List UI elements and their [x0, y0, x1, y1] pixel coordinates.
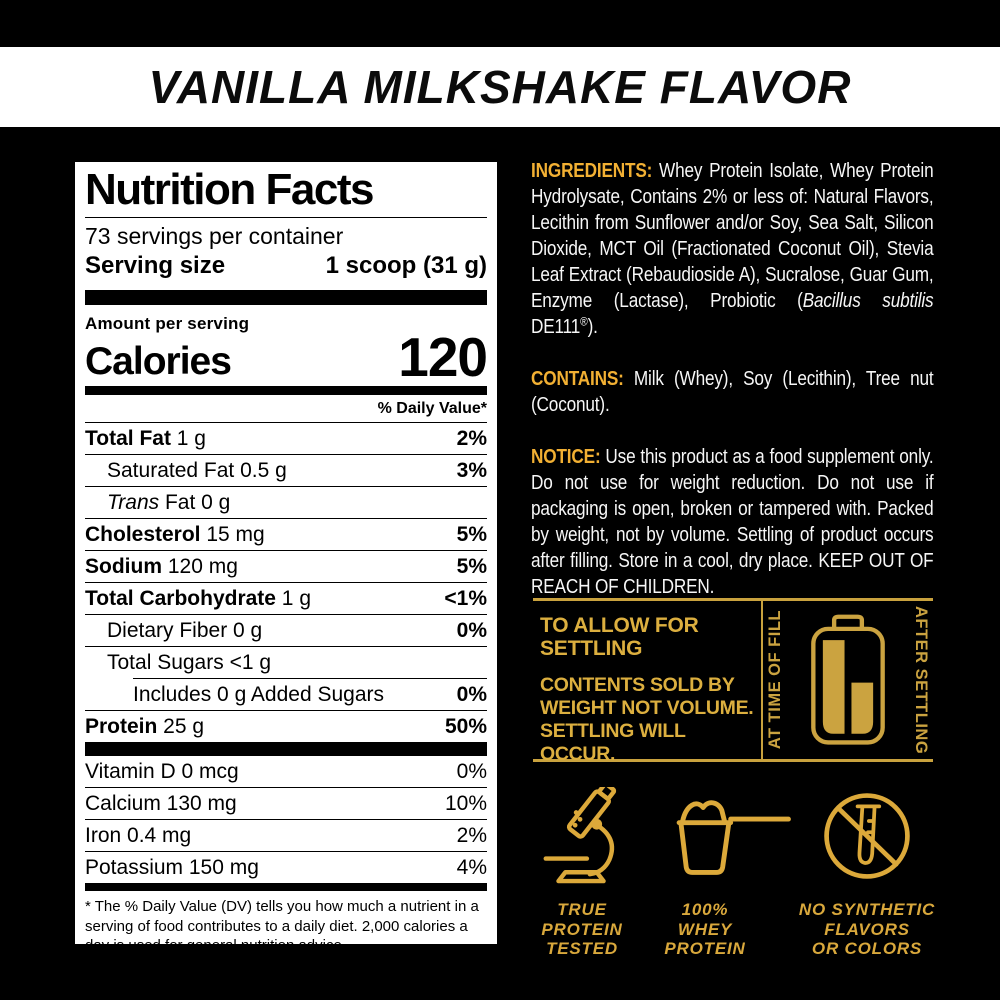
nutrient-row: Includes 0 g Added Sugars 0%: [133, 682, 487, 706]
ingredients-text-tail: DE111: [531, 316, 581, 338]
jar-left-fill-full: [822, 640, 845, 734]
divider: [85, 422, 487, 424]
badge-no-synthetic: NO SYNTHETIC FLAVORS OR COLORS: [788, 786, 946, 959]
nutrition-facts-title: Nutrition Facts: [85, 165, 374, 214]
micronutrient-row: Potassium 150 mg 4%: [85, 855, 487, 879]
badge-true-protein-tested: TRUE PROTEIN TESTED: [521, 786, 643, 959]
nutrient-row: Dietary Fiber 0 g 0%: [107, 618, 487, 642]
medium-divider: [85, 386, 487, 396]
thick-divider: [85, 742, 487, 757]
serving-size-label: Serving size: [85, 252, 226, 280]
nutrient-row: Protein 25 g 50%: [85, 714, 487, 738]
ingredients-text-end: ).: [587, 316, 598, 338]
flavor-banner: VANILLA MILKSHAKE FLAVOR: [0, 47, 1000, 127]
row-divider: [85, 582, 487, 584]
row-divider: [85, 550, 487, 552]
no-test-tube-icon: [824, 793, 910, 879]
icon-wrap: [521, 786, 643, 886]
nutrient-row: Saturated Fat 0.5 g 3%: [107, 458, 487, 482]
notice-text: Use this product as a food supplement on…: [531, 446, 934, 598]
icon-wrap: [788, 786, 946, 886]
badge-label: 100% WHEY PROTEIN: [664, 900, 746, 958]
row-divider: [85, 486, 487, 488]
serving-size-value: 1 scoop (31 g): [325, 252, 487, 280]
daily-value-header: % Daily Value*: [377, 400, 487, 418]
row-divider: [85, 851, 487, 853]
micronutrient-row: Iron 0.4 mg 2%: [85, 823, 487, 847]
protein-jar-fill-level-icon: [811, 614, 885, 745]
divider: [85, 216, 487, 218]
jar-right-fill-settled: [851, 682, 874, 734]
row-divider: [85, 454, 487, 456]
ingredients-paragraph: INGREDIENTS: Whey Protein Isolate, Whey …: [531, 158, 934, 340]
amount-per-serving-label: Amount per serving: [85, 314, 250, 334]
scoop-icon: [676, 800, 791, 875]
calories-value: 120: [398, 326, 488, 389]
after-settling-label: AFTER SETTLING: [912, 605, 930, 755]
calories-row: Calories 120: [85, 326, 488, 389]
contains-text: Milk (Whey), Soy (Lecithin), Tree nut (C…: [531, 368, 934, 416]
row-divider: [85, 646, 487, 648]
nutrient-row: Total Sugars <1 g: [107, 650, 272, 674]
nutrient-row: Sodium 120 mg 5%: [85, 554, 487, 578]
settling-notice-box: TO ALLOW FOR SETTLING CONTENTS SOLD BY W…: [533, 598, 933, 765]
icon-wrap: [645, 786, 791, 886]
settling-illustration: AT TIME OF FILL AFTER SETTLING: [763, 601, 933, 759]
serving-size-row: Serving size 1 scoop (31 g): [85, 252, 487, 280]
ingredients-text: Whey Protein Isolate, Whey Protein Hydro…: [531, 160, 934, 312]
medium-divider: [85, 883, 487, 892]
notice-label: NOTICE:: [531, 446, 601, 468]
row-divider: [85, 710, 487, 712]
settling-body: CONTENTS SOLD BY WEIGHT NOT VOLUME. SETT…: [540, 674, 754, 765]
calories-label: Calories: [85, 340, 232, 384]
nutrient-row: Total Fat 1 g 2%: [85, 426, 487, 450]
nutrition-facts-panel: Nutrition Facts 73 servings per containe…: [75, 162, 497, 954]
nutrient-row: Cholesterol 15 mg 5%: [85, 522, 487, 546]
badge-label: NO SYNTHETIC FLAVORS OR COLORS: [798, 900, 936, 958]
badge-label: TRUE PROTEIN TESTED: [541, 900, 623, 958]
badge-100-whey-protein: 100% WHEY PROTEIN: [645, 786, 791, 959]
nutrient-row: Total Carbohydrate 1 g <1%: [85, 586, 487, 610]
ingredients-label: INGREDIENTS:: [531, 160, 653, 182]
micronutrient-row: Calcium 130 mg 10%: [85, 791, 487, 815]
nutrient-rows: Total Fat 1 g 2% Saturated Fat 0.5 g 3% Tran…: [85, 423, 487, 742]
contains-paragraph: CONTAINS: Milk (Whey), Soy (Lecithin), T…: [531, 366, 934, 418]
row-divider: [133, 678, 487, 680]
row-divider: [85, 787, 487, 789]
settling-text-block: TO ALLOW FOR SETTLING CONTENTS SOLD BY W…: [533, 601, 763, 765]
at-time-of-fill-label: AT TIME OF FILL: [766, 610, 784, 750]
micronutrient-row: Vitamin D 0 mcg 0%: [85, 759, 487, 783]
flavor-title: VANILLA MILKSHAKE FLAVOR: [148, 61, 852, 113]
settling-heading: TO ALLOW FOR SETTLING: [540, 614, 699, 660]
row-divider: [85, 614, 487, 616]
row-divider: [85, 819, 487, 821]
contains-label: CONTAINS:: [531, 368, 624, 390]
servings-per-container: 73 servings per container: [85, 222, 344, 249]
nutrient-row: Trans Fat 0 g: [107, 490, 231, 514]
ingredients-species-italic: Bacillus subtilis: [802, 290, 934, 312]
row-divider: [85, 518, 487, 520]
registered-mark: ®: [580, 314, 588, 329]
microscope-icon: [543, 787, 616, 884]
micronutrient-rows: Vitamin D 0 mcg 0% Calcium 130 mg 10% Iron 0…: [85, 756, 487, 883]
notice-paragraph: NOTICE: Use this product as a food suppl…: [531, 444, 934, 600]
info-column: INGREDIENTS: Whey Protein Isolate, Whey …: [531, 158, 934, 600]
daily-value-footnote: * The % Daily Value (DV) tells you how m…: [85, 898, 479, 955]
thick-divider: [85, 290, 487, 306]
